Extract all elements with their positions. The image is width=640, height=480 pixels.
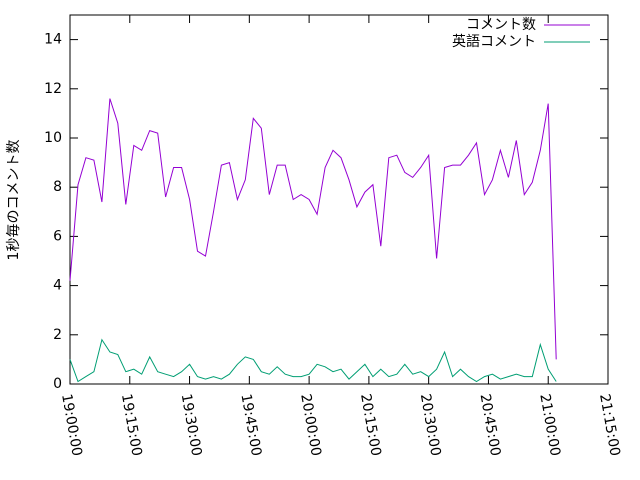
legend-label: コメント数 bbox=[466, 17, 536, 33]
x-tick-label: 20:45:00 bbox=[477, 393, 504, 458]
y-tick-label: 2 bbox=[53, 327, 62, 343]
x-tick-label: 20:15:00 bbox=[357, 393, 384, 458]
x-tick-label: 19:15:00 bbox=[118, 393, 145, 458]
y-tick-label: 10 bbox=[44, 130, 62, 146]
series-line bbox=[69, 98, 557, 360]
x-tick-label: 20:30:00 bbox=[417, 393, 444, 458]
x-tick-label: 19:30:00 bbox=[178, 393, 205, 458]
x-tick-label: 20:00:00 bbox=[297, 393, 324, 458]
x-tick-label: 19:00:00 bbox=[58, 393, 85, 458]
y-tick-label: 6 bbox=[53, 228, 62, 244]
y-tick-label: 4 bbox=[53, 278, 62, 294]
x-tick-label: 19:45:00 bbox=[237, 393, 264, 458]
plot-frame bbox=[69, 14, 609, 385]
legend-label: 英語コメント bbox=[452, 33, 536, 50]
x-tick-label: 21:00:00 bbox=[536, 393, 563, 458]
y-tick-label: 0 bbox=[53, 376, 62, 392]
y-tick-label: 14 bbox=[44, 32, 62, 48]
y-axis-label: 1秒毎のコメント数 bbox=[6, 140, 22, 261]
series-line bbox=[69, 338, 557, 383]
y-tick-label: 8 bbox=[53, 179, 62, 195]
y-tick-label: 12 bbox=[44, 81, 62, 97]
x-tick-label: 21:15:00 bbox=[596, 393, 623, 458]
